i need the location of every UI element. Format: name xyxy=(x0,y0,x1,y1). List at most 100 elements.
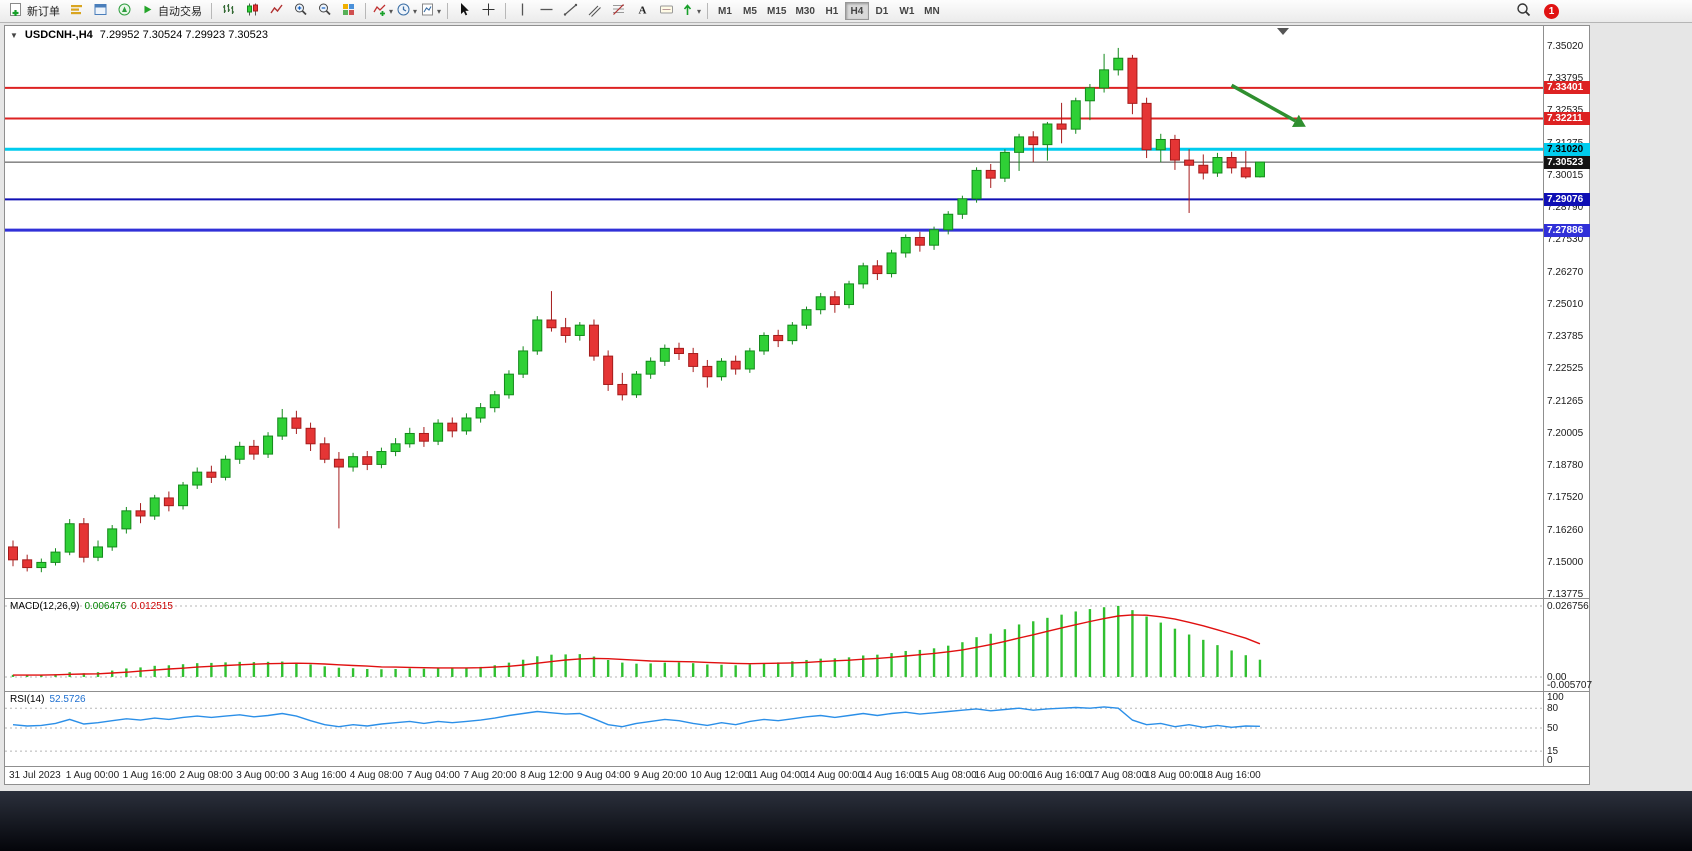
new-order-button[interactable]: 新订单 xyxy=(4,1,64,21)
bar-chart-button[interactable] xyxy=(217,1,240,21)
text-label-button[interactable] xyxy=(655,1,678,21)
price-tick: 7.30015 xyxy=(1547,170,1584,182)
vertical-line-icon xyxy=(515,2,530,20)
zoom-out-button[interactable] xyxy=(313,1,336,21)
time-label: 7 Aug 20:00 xyxy=(463,770,517,781)
timeframe-h4-button[interactable]: H4 xyxy=(844,2,869,20)
price-tick: 7.28790 xyxy=(1547,201,1584,213)
notification-badge[interactable]: 1 xyxy=(1544,3,1559,19)
autotrading-button[interactable]: 自动交易 xyxy=(137,1,206,21)
indicators-button[interactable]: ▾ xyxy=(371,1,394,21)
text-button[interactable]: A xyxy=(631,1,654,21)
time-label: 16 Aug 00:00 xyxy=(974,770,1034,781)
macd-panel: 0.026756 0.00 -0.005707 MACD(12,26,9) 0.00… xyxy=(5,599,1592,691)
fibonacci-button[interactable] xyxy=(607,1,630,21)
data-window-button[interactable] xyxy=(89,1,112,21)
timeframe-w1-button[interactable]: W1 xyxy=(895,2,919,20)
chart-shift-marker[interactable] xyxy=(1277,28,1289,35)
rsi-label-row: RSI(14) 52.5726 xyxy=(10,694,86,705)
templates-button[interactable]: ▾ xyxy=(419,1,442,21)
macd-axis[interactable]: 0.026756 0.00 -0.005707 xyxy=(1543,599,1592,691)
time-label: 4 Aug 08:00 xyxy=(349,770,404,781)
price-tag-7.29076: 7.29076 xyxy=(1544,192,1590,206)
horizontal-line-icon xyxy=(539,2,554,20)
search-icon xyxy=(1516,2,1531,20)
oneclick-collapse-icon[interactable]: ▼ xyxy=(10,31,18,40)
periods-button[interactable]: ▾ xyxy=(395,1,418,21)
candlestick-chart[interactable] xyxy=(5,26,1543,598)
tile-windows-button[interactable] xyxy=(337,1,360,21)
rsi-label: RSI(14) xyxy=(10,694,45,705)
horizontal-line-button[interactable] xyxy=(535,1,558,21)
price-tick: 7.15000 xyxy=(1547,557,1584,569)
zoom-out-icon xyxy=(317,2,332,20)
timeframe-d1-button[interactable]: D1 xyxy=(870,2,894,20)
clock-icon xyxy=(396,2,411,20)
market-watch-button[interactable] xyxy=(65,1,88,21)
line-chart-button[interactable] xyxy=(265,1,288,21)
toolbar-separator xyxy=(211,3,212,19)
vertical-line-button[interactable] xyxy=(511,1,534,21)
price-tick: 7.16260 xyxy=(1547,524,1584,536)
template-icon xyxy=(420,2,435,20)
time-label: 10 Aug 12:00 xyxy=(690,770,750,781)
rsi-line xyxy=(12,706,1260,729)
indicators-icon xyxy=(372,2,387,20)
candles-group xyxy=(8,47,1265,573)
time-axis[interactable]: 31 Jul 2023 1 Aug 00:00 1 Aug 16:00 2 Aug 0… xyxy=(5,766,1589,784)
panel-splitter[interactable] xyxy=(5,598,1589,599)
bottom-strip xyxy=(0,791,1692,851)
channel-icon xyxy=(587,2,602,20)
crosshair-button[interactable] xyxy=(477,1,500,21)
toolbar-separator xyxy=(707,3,708,19)
data-window-icon xyxy=(93,2,108,20)
price-tick: 7.27530 xyxy=(1547,234,1584,246)
time-label: 17 Aug 08:00 xyxy=(1088,770,1148,781)
candlestick-chart-button[interactable] xyxy=(241,1,264,21)
time-label: 2 Aug 08:00 xyxy=(179,770,233,781)
rsi-axis-label: 0 xyxy=(1547,755,1553,766)
trend-arrow-annotation[interactable] xyxy=(1230,83,1306,128)
search-button[interactable] xyxy=(1512,1,1535,21)
rsi-axis[interactable]: 100 80 50 15 0 xyxy=(1543,692,1589,766)
toolbar-separator xyxy=(447,3,448,19)
chart-ohlc-values: 7.29952 7.30524 7.29923 7.30523 xyxy=(99,29,268,41)
text-label-icon xyxy=(659,2,674,20)
zoom-in-button[interactable] xyxy=(289,1,312,21)
rsi-axis-label: 50 xyxy=(1547,723,1559,734)
time-label: 18 Aug 00:00 xyxy=(1145,770,1204,781)
time-label: 8 Aug 12:00 xyxy=(520,770,574,781)
macd-main-value: 0.006476 xyxy=(84,601,127,612)
timeframe-m30-button[interactable]: M30 xyxy=(791,2,818,20)
autotrading-label: 自动交易 xyxy=(158,6,202,18)
arrows-button[interactable]: ▾ xyxy=(679,1,702,21)
time-label: 14 Aug 00:00 xyxy=(804,770,864,781)
timeframe-h1-button[interactable]: H1 xyxy=(820,2,844,20)
time-label: 3 Aug 00:00 xyxy=(236,770,290,781)
timeframe-mn-button[interactable]: MN xyxy=(920,2,944,20)
rsi-chart[interactable] xyxy=(5,692,1543,766)
cursor-button[interactable] xyxy=(453,1,476,21)
price-tick: 7.22525 xyxy=(1547,363,1584,375)
timeframe-m15-button[interactable]: M15 xyxy=(763,2,790,20)
tile-windows-icon xyxy=(341,2,356,20)
price-axis[interactable]: 7.350207.337957.325357.312757.300157.287… xyxy=(1543,26,1590,600)
dropdown-caret-icon: ▾ xyxy=(389,6,394,16)
rsi-axis-label: 100 xyxy=(1547,692,1564,703)
toolbar-separator xyxy=(505,3,506,19)
timeframe-m1-button[interactable]: M1 xyxy=(713,2,737,20)
navigator-button[interactable] xyxy=(113,1,136,21)
price-tag-7.32211: 7.32211 xyxy=(1544,112,1590,126)
macd-chart[interactable] xyxy=(5,599,1543,691)
time-label: 9 Aug 20:00 xyxy=(633,770,688,781)
price-tick: 7.13775 xyxy=(1547,589,1584,600)
timeframe-m5-button[interactable]: M5 xyxy=(738,2,762,20)
trendline-button[interactable] xyxy=(559,1,582,21)
line-chart-icon xyxy=(269,2,284,20)
price-tick: 7.18780 xyxy=(1547,459,1584,471)
panel-splitter[interactable] xyxy=(5,691,1589,692)
macd-signal-value: 0.012515 xyxy=(131,601,173,612)
price-tag-7.31020: 7.31020 xyxy=(1544,142,1590,156)
time-label: 1 Aug 16:00 xyxy=(122,770,176,781)
channel-button[interactable] xyxy=(583,1,606,21)
